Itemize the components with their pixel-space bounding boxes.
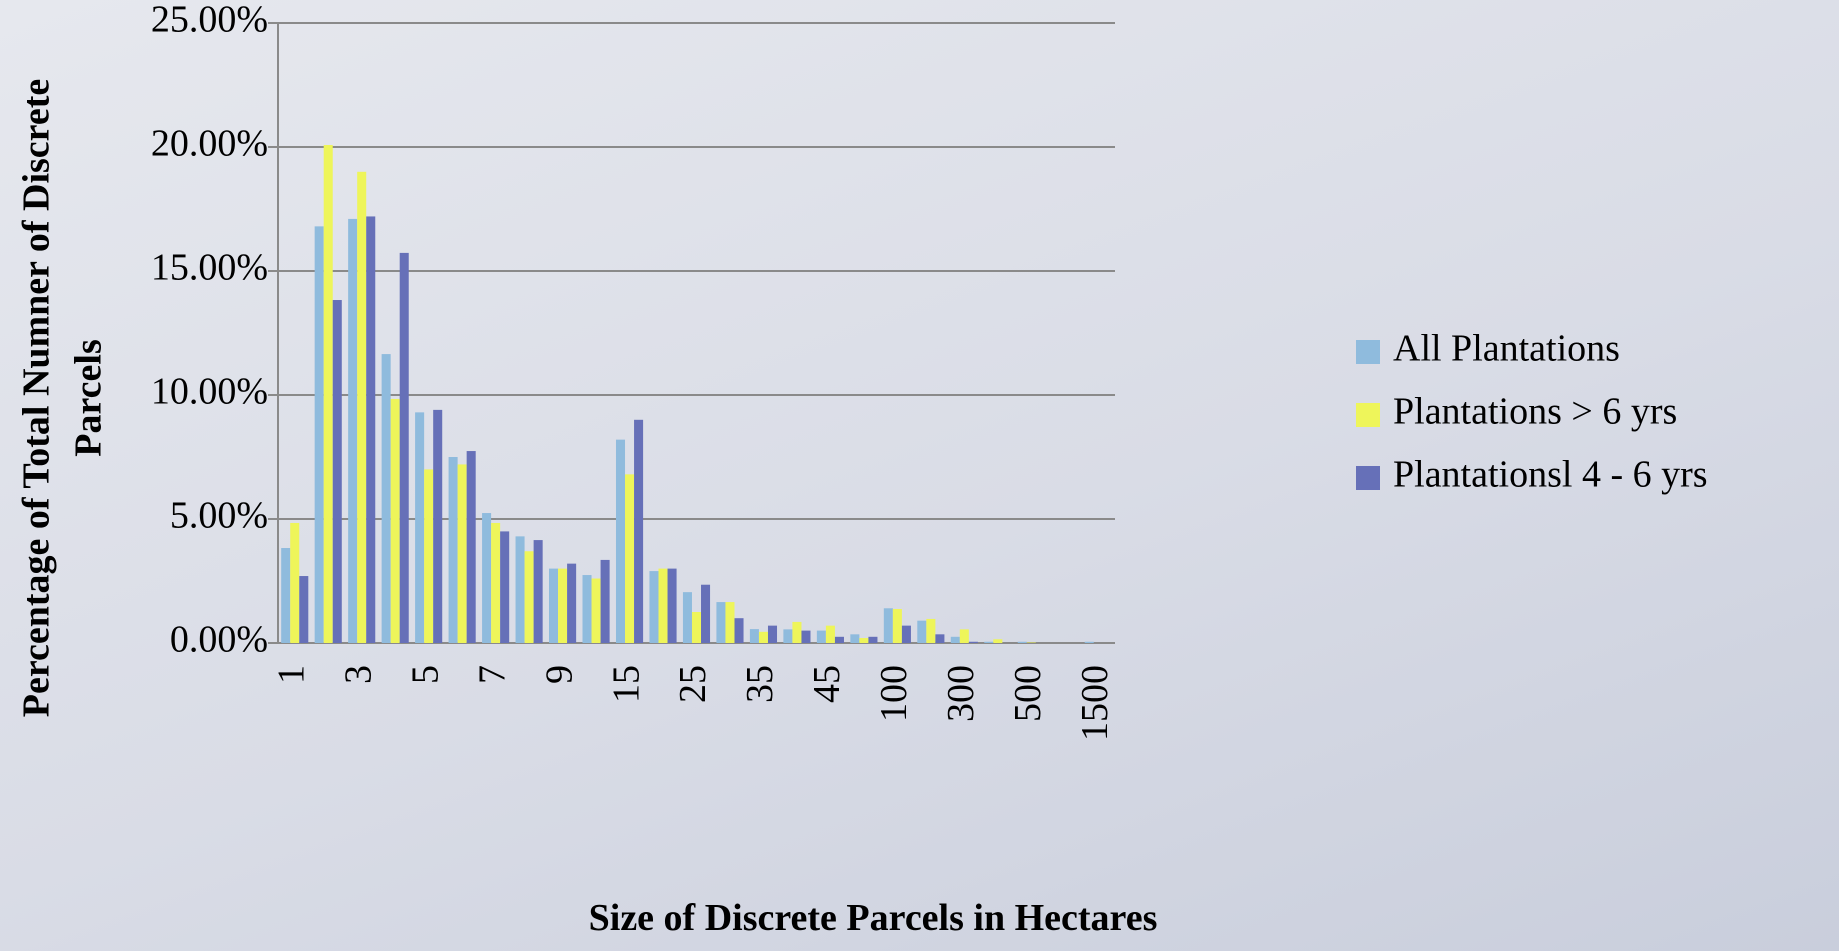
bar	[725, 602, 735, 643]
bar	[917, 620, 927, 643]
x-tick-label: 35	[739, 665, 781, 703]
bar	[399, 252, 409, 643]
bar	[357, 171, 367, 644]
bar	[567, 563, 577, 643]
legend-label: Plantations > 6 yrs	[1393, 391, 1677, 433]
x-tick-label: 100	[873, 665, 915, 722]
bar	[299, 576, 309, 643]
x-tick-label: 1	[270, 665, 312, 684]
bar	[448, 457, 458, 643]
y-tick-label: 0.00%	[170, 619, 268, 661]
x-axis-title: Size of Discrete Parcels in Hectares	[589, 897, 1158, 939]
bar	[993, 639, 1003, 643]
y-tick-label: 10.00%	[151, 371, 268, 413]
bar	[390, 398, 400, 643]
x-tick-label: 5	[404, 665, 446, 684]
bar	[892, 609, 902, 643]
bar	[734, 618, 744, 643]
bar	[600, 559, 610, 643]
bar	[615, 439, 626, 643]
y-tick-label: 20.00%	[151, 123, 268, 165]
y-axis-title-line: Parcels	[68, 339, 110, 456]
x-tick-label: 25	[672, 665, 714, 703]
bar	[649, 571, 659, 643]
y-tick-label: 15.00%	[151, 247, 268, 289]
bar	[701, 584, 711, 643]
x-tick-label: 1500	[1074, 665, 1116, 741]
bar	[625, 474, 635, 643]
bar	[314, 226, 324, 644]
bar	[482, 513, 492, 643]
bar	[323, 145, 333, 644]
bar	[950, 636, 960, 643]
legend-label: All Plantations	[1393, 328, 1620, 370]
bar	[968, 641, 978, 643]
bar	[466, 451, 476, 643]
x-tick-label: 300	[940, 665, 982, 722]
bar	[716, 602, 726, 643]
bar	[816, 630, 826, 643]
bar	[883, 608, 893, 643]
legend-label: Plantationsl 4 - 6 yrs	[1393, 454, 1708, 496]
bar	[1084, 641, 1094, 643]
bar	[758, 631, 768, 643]
bar	[491, 522, 501, 643]
bar	[381, 354, 391, 643]
legend-swatch	[1356, 340, 1380, 364]
bar	[290, 522, 300, 643]
bar	[749, 629, 759, 643]
x-tick-label: 45	[806, 665, 848, 703]
x-tick-label: 9	[538, 665, 580, 684]
bar	[926, 618, 936, 643]
bar	[524, 551, 534, 643]
bar	[667, 568, 677, 643]
bar	[433, 409, 443, 643]
y-tick-label: 25.00%	[151, 0, 268, 41]
x-tick-label: 7	[471, 665, 513, 684]
bar	[457, 464, 467, 643]
bar	[868, 636, 878, 643]
y-tick-label: 5.00%	[170, 495, 268, 537]
x-tick-label: 15	[605, 665, 647, 703]
bar	[558, 568, 568, 643]
bar	[366, 216, 376, 643]
bar	[901, 625, 911, 643]
bar	[959, 629, 969, 643]
x-tick-label: 3	[337, 665, 379, 684]
bar	[783, 629, 793, 643]
bar	[691, 612, 702, 643]
bar	[281, 548, 291, 643]
bar	[984, 641, 994, 643]
bar	[549, 568, 559, 643]
bar	[500, 531, 510, 643]
bar	[767, 625, 778, 643]
bar	[1017, 641, 1027, 643]
bar	[859, 638, 869, 643]
bar	[825, 625, 835, 643]
bar	[682, 592, 692, 643]
legend-swatch	[1356, 466, 1380, 490]
bar	[515, 536, 525, 643]
bar	[424, 469, 434, 643]
bar	[348, 218, 358, 644]
bar	[332, 300, 342, 643]
bar	[935, 634, 945, 643]
y-axis-title: Percentage of Total Numner of Discrete P…	[16, 79, 110, 717]
bar	[850, 634, 860, 643]
x-tick-label: 500	[1007, 665, 1049, 722]
bar	[834, 636, 844, 643]
bar	[634, 419, 644, 643]
y-axis-title-line: Percentage of Total Numner of Discrete	[16, 79, 58, 717]
legend-swatch	[1356, 403, 1380, 427]
bar	[801, 630, 811, 643]
bar	[792, 621, 802, 643]
bar	[658, 568, 668, 643]
bar	[415, 412, 425, 643]
bar	[533, 540, 543, 643]
bar	[582, 575, 592, 643]
bar	[591, 578, 601, 643]
